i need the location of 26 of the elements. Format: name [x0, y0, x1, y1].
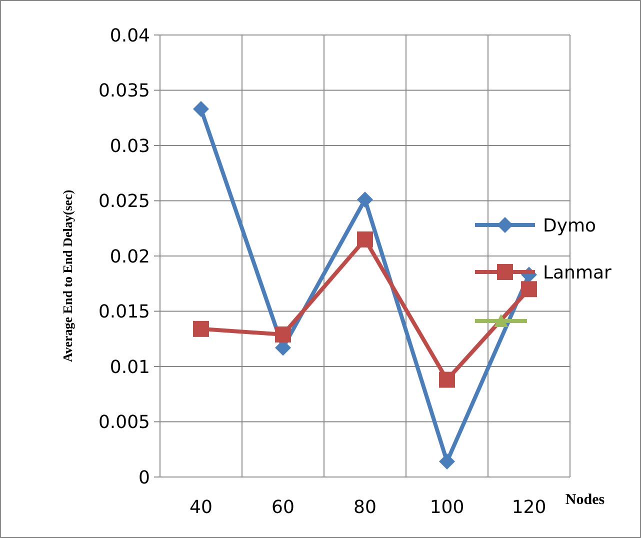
y-tick-label: 0.025 [98, 191, 150, 212]
x-tick-label: 40 [190, 497, 212, 518]
y-tick-label: 0.03 [110, 136, 150, 157]
legend-label: Dymo [543, 215, 596, 236]
point [439, 454, 455, 470]
x-axis-title: Nodes [565, 492, 605, 508]
point [193, 320, 209, 337]
y-axis-title: Average End to End Delay(sec) [60, 190, 75, 362]
y-tick-label: 0.035 [98, 80, 150, 102]
y-tick-label: 0.015 [98, 302, 150, 323]
point [357, 231, 373, 248]
x-tick-label: 80 [354, 497, 376, 518]
x-tick-label: 120 [512, 497, 546, 518]
point [275, 326, 291, 342]
point [357, 192, 373, 208]
y-tick-label: 0.04 [110, 25, 150, 46]
y-tick-label: 0 [138, 467, 150, 488]
point [439, 372, 455, 388]
y-tick-label: 0.005 [98, 412, 150, 434]
point [193, 101, 209, 118]
x-tick-label: 100 [430, 497, 464, 518]
y-tick-label: 0.01 [110, 356, 150, 378]
y-tick-label: 0.02 [110, 246, 150, 268]
x-tick-label: 60 [272, 497, 294, 518]
point [521, 281, 537, 298]
legend-label: Lanmar [543, 262, 612, 284]
